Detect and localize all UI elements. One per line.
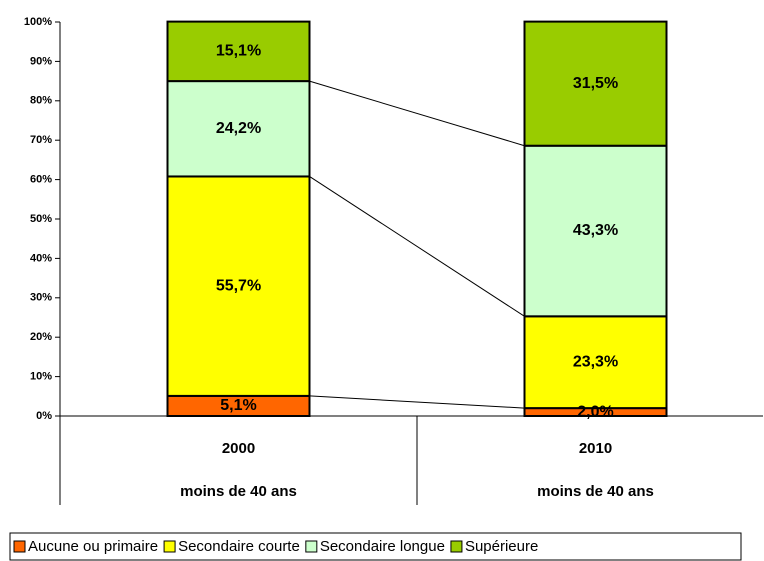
y-tick-label: 0% bbox=[36, 410, 52, 422]
bar-segment bbox=[166, 20, 311, 83]
y-tick-label: 30% bbox=[30, 292, 52, 304]
legend-swatch bbox=[13, 540, 26, 553]
x-tick-label: 2010 bbox=[579, 440, 612, 457]
data-label: 15,1% bbox=[216, 43, 261, 60]
x-group-label: moins de 40 ans bbox=[537, 483, 654, 500]
data-label: 55,7% bbox=[216, 277, 261, 294]
data-label: 23,3% bbox=[573, 353, 618, 370]
y-tick-label: 100% bbox=[24, 16, 52, 28]
legend-label: Supérieure bbox=[465, 538, 538, 555]
y-tick-label: 90% bbox=[30, 55, 52, 67]
data-label: 43,3% bbox=[573, 222, 618, 239]
y-tick-label: 50% bbox=[30, 213, 52, 225]
series-line bbox=[309, 176, 525, 317]
y-tick-label: 60% bbox=[30, 174, 52, 186]
legend-swatch bbox=[163, 540, 176, 553]
series-line bbox=[309, 80, 525, 147]
legend-swatch bbox=[305, 540, 318, 553]
data-label: 5,1% bbox=[220, 397, 256, 414]
y-tick-label: 10% bbox=[30, 371, 52, 383]
bar-segment bbox=[523, 144, 668, 318]
legend-label: Secondaire courte bbox=[178, 538, 300, 555]
x-group-label: moins de 40 ans bbox=[180, 483, 297, 500]
bar-segment bbox=[166, 80, 311, 178]
y-tick-label: 20% bbox=[30, 331, 52, 343]
series-line bbox=[309, 395, 525, 409]
legend-label: Aucune ou primaire bbox=[28, 538, 158, 555]
y-tick-label: 80% bbox=[30, 95, 52, 107]
bar-segment bbox=[523, 20, 668, 147]
legend-box bbox=[9, 532, 742, 561]
x-tick-label: 2000 bbox=[222, 440, 255, 457]
data-label: 2,0% bbox=[577, 403, 613, 420]
legend-swatch bbox=[450, 540, 463, 553]
y-tick-label: 70% bbox=[30, 134, 52, 146]
y-tick-label: 40% bbox=[30, 252, 52, 264]
data-label: 24,2% bbox=[216, 120, 261, 137]
bar-segment bbox=[166, 175, 311, 397]
legend-label: Secondaire longue bbox=[320, 538, 445, 555]
data-label: 31,5% bbox=[573, 75, 618, 92]
